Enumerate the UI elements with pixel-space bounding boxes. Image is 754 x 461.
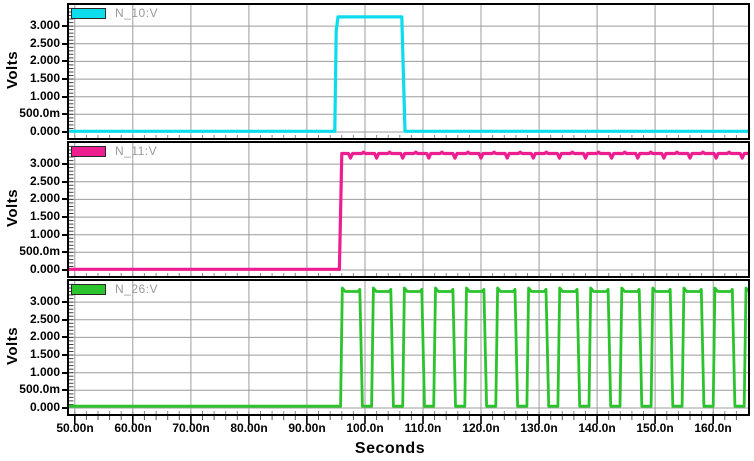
- y-tick-mark: [62, 407, 67, 409]
- y-tick-label: 500.0m: [19, 382, 60, 396]
- y-tick-mark: [62, 96, 67, 98]
- x-tick-label: 150.0n: [636, 421, 674, 435]
- y-tick-mark: [62, 301, 67, 303]
- x-axis-tick-strip: [74, 416, 737, 424]
- y-tick-label: 1.500: [29, 347, 60, 361]
- y-tick-mark: [62, 269, 67, 271]
- y-tick-label: 2.500: [29, 312, 60, 326]
- x-tick-label: 130.0n: [520, 421, 558, 435]
- x-tick-label: 160.0n: [694, 421, 732, 435]
- y-tick-label: 500.0m: [19, 106, 60, 120]
- y-tick-mark: [62, 113, 67, 115]
- x-tick-label: 90.00n: [288, 421, 326, 435]
- x-tick-label: 70.00n: [172, 421, 210, 435]
- y-tick-mark: [62, 372, 67, 374]
- y-tick-mark: [62, 319, 67, 321]
- y-tick-label: 3.000: [29, 294, 60, 308]
- y-tick-mark: [62, 181, 67, 183]
- x-tick-label: 110.0n: [404, 421, 442, 435]
- x-tick-label: 100.0n: [346, 421, 384, 435]
- x-tick-label: 60.00n: [114, 421, 152, 435]
- plot-panel-n11[interactable]: N_11:V: [67, 141, 750, 278]
- y-tick-label: 1.500: [29, 71, 60, 85]
- x-tick-label: 140.0n: [578, 421, 616, 435]
- x-tick-label: 120.0n: [462, 421, 500, 435]
- y-tick-mark: [62, 163, 67, 165]
- y-tick-label: 1.000: [29, 365, 60, 379]
- y-tick-mark: [62, 43, 67, 45]
- y-tick-label: 0.000: [29, 400, 60, 414]
- y-tick-label: 0.000: [29, 124, 60, 138]
- waveform-plot-n26: [69, 281, 748, 414]
- y-tick-label: 3.000: [29, 156, 60, 170]
- y-tick-label: 500.0m: [19, 244, 60, 258]
- y-tick-label: 1.500: [29, 209, 60, 223]
- y-tick-mark: [62, 389, 67, 391]
- y-tick-mark: [62, 251, 67, 253]
- y-tick-mark: [62, 131, 67, 133]
- waveform-plot-n10: [69, 5, 748, 138]
- y-tick-label: 2.500: [29, 36, 60, 50]
- y-tick-mark: [62, 60, 67, 62]
- y-tick-mark: [62, 216, 67, 218]
- plot-panel-n26[interactable]: N_26:V: [67, 279, 750, 416]
- y-tick-label: 3.000: [29, 18, 60, 32]
- y-tick-mark: [62, 354, 67, 356]
- y-tick-label: 0.000: [29, 262, 60, 276]
- x-tick-label: 50.00n: [56, 421, 94, 435]
- plot-panel-n10[interactable]: N_10:V: [67, 3, 750, 140]
- y-tick-label: 2.000: [29, 329, 60, 343]
- x-axis-title: Seconds: [354, 440, 426, 457]
- y-tick-label: 2.500: [29, 174, 60, 188]
- x-tick-label: 80.00n: [230, 421, 268, 435]
- y-tick-mark: [62, 234, 67, 236]
- y-tick-label: 2.000: [29, 191, 60, 205]
- y-tick-mark: [62, 198, 67, 200]
- waveform-plot-n11: [69, 143, 748, 276]
- y-tick-label: 1.000: [29, 227, 60, 241]
- y-tick-mark: [62, 25, 67, 27]
- y-tick-mark: [62, 78, 67, 80]
- y-tick-label: 1.000: [29, 89, 60, 103]
- y-tick-mark: [62, 336, 67, 338]
- y-tick-label: 2.000: [29, 53, 60, 67]
